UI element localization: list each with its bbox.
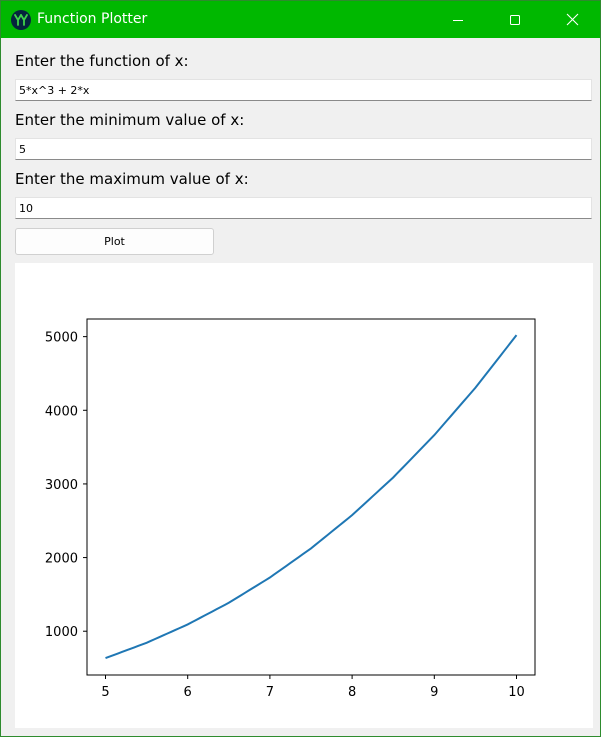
title-bar[interactable]: Function Plotter: [1, 1, 600, 38]
close-icon: [566, 13, 578, 26]
window-title: Function Plotter: [37, 11, 148, 27]
line-chart: 5 6 7 8 9 10 1000 2000 3000 4000 5000: [45, 318, 536, 700]
min-label: Enter the minimum value of x:: [15, 111, 245, 129]
x-tick-label: 9: [430, 685, 438, 700]
plot-button[interactable]: Plot: [15, 228, 214, 255]
maximize-icon: [510, 14, 520, 25]
y-tick-label: 1000: [45, 625, 78, 640]
function-label: Enter the function of x:: [15, 52, 189, 70]
max-label: Enter the maximum value of x:: [15, 170, 249, 188]
x-tick-label: 7: [266, 685, 274, 700]
x-tick-label: 5: [101, 685, 109, 700]
function-input[interactable]: [15, 79, 592, 101]
minimize-button[interactable]: [429, 1, 487, 38]
x-tick-label: 6: [184, 685, 192, 700]
minimize-icon: [453, 19, 463, 21]
main-content: Enter the function of x: Enter the minim…: [1, 38, 600, 736]
yy-logo-icon: [11, 10, 31, 30]
y-tick-label: 3000: [45, 478, 78, 493]
min-x-input[interactable]: [15, 138, 592, 160]
max-x-input[interactable]: [15, 197, 592, 219]
maximize-button[interactable]: [486, 1, 544, 38]
plot-canvas: 5 6 7 8 9 10 1000 2000 3000 4000 5000: [15, 263, 593, 728]
y-tick-label: 2000: [45, 552, 78, 567]
plot-frame: [86, 318, 536, 676]
x-tick-label: 8: [348, 685, 356, 700]
y-tick-label: 5000: [45, 331, 78, 346]
y-tick-label: 4000: [45, 404, 78, 419]
close-button[interactable]: [543, 1, 600, 38]
series-line: [105, 334, 518, 660]
x-tick-label: 10: [508, 685, 525, 700]
